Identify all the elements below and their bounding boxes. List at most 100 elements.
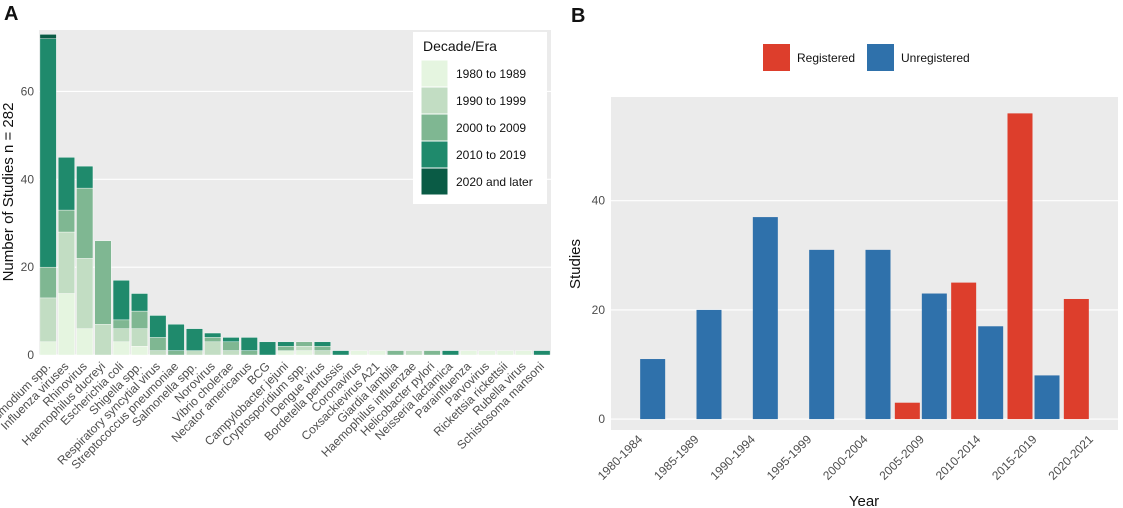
panel-a-bar-segment [423, 350, 441, 356]
panel-a-bar-segment [76, 328, 94, 356]
panel-a-bar-segment [222, 337, 240, 343]
panel-a-bar-segment [204, 337, 222, 343]
panel-a-legend-label: 2010 to 2019 [456, 148, 526, 162]
panel-a-bar-segment [533, 350, 551, 356]
panel-b-bar [921, 293, 947, 420]
panel-a-bar-segment [277, 350, 295, 356]
panel-b-bar [752, 217, 778, 420]
panel-a-bar-segment [222, 341, 240, 351]
panel-b-y-tick-label: 0 [598, 412, 605, 426]
panel-a-bar-segment [314, 341, 331, 347]
panel-a-bar-segment [387, 350, 405, 356]
panel-b-x-tick-label: 1985-1989 [651, 432, 702, 483]
panel-a-bar-segment [167, 324, 185, 351]
panel-a-bar-segment [39, 297, 57, 343]
panel-b-bar [865, 249, 891, 420]
panel-a-legend-label: 2000 to 2009 [456, 121, 526, 135]
panel-a-bar-segment [76, 258, 94, 329]
panel-a-legend-swatch [420, 140, 449, 169]
panel-a-bar-segment [515, 350, 532, 356]
panel-b-x-tick-label: 2000-2004 [820, 432, 871, 483]
panel-a-chart: 0 20 40 60 Plasmodium spp.Influenza viruses… [0, 30, 551, 472]
panel-a-bar-segment [295, 346, 313, 351]
panel-a-bar-segment [222, 350, 240, 356]
panel-a-bar-segment [405, 350, 423, 356]
panel-a-y-axis-title: Number of Studies n = 282 [0, 103, 17, 282]
panel-b-bar [1063, 298, 1089, 420]
panel-b-y-axis-title: Studies [567, 239, 584, 289]
panel-b-x-axis-title: Year [849, 493, 879, 508]
panel-a-bar-segment [350, 350, 368, 356]
panel-a-bar-segment [167, 350, 185, 356]
panel-a-bar-segment [131, 346, 148, 356]
panel-a-letter: A [4, 3, 18, 25]
panel-b-bar [1034, 375, 1060, 420]
panel-b-y-tick-label: 40 [592, 194, 606, 208]
panel-b-x-tick-label: 2020-2021 [1045, 432, 1096, 483]
panel-b-bar [978, 326, 1004, 420]
panel-b-plot-background [611, 97, 1118, 430]
panel-a-bar-segment [58, 157, 75, 211]
panel-a-legend: Decade/Era 1980 to 1989 1990 to 1999 2000 … [413, 32, 547, 204]
panel-a-x-ticks: Plasmodium spp.Influenza virusesRhinovir… [0, 359, 547, 472]
panel-b-legend-swatch [763, 44, 790, 71]
panel-a-bar-segment [149, 350, 167, 356]
panel-a-y-ticks: 0 20 40 60 [21, 84, 35, 362]
panel-b-letter: B [571, 5, 585, 27]
panel-b-x-tick-label: 1990-1994 [707, 432, 758, 483]
panel-a-bar-segment [295, 341, 313, 347]
panel-a-legend-swatch [420, 59, 449, 88]
panel-a-y-tick-label: 60 [21, 84, 35, 98]
panel-a-bar-segment [39, 266, 57, 299]
panel-b-x-tick-label: 2010-2014 [933, 432, 984, 483]
panel-a-y-tick-label: 40 [21, 172, 35, 186]
panel-a-bar-segment [277, 341, 295, 347]
panel-a-bar-segment [58, 209, 75, 233]
panel-a-bar-segment [131, 310, 148, 329]
panel-b-bar [696, 309, 722, 420]
panel-a-bar-segment [240, 350, 258, 356]
panel-b-bar [1007, 113, 1033, 420]
panel-b-legend-swatch [867, 44, 894, 71]
panel-a-bar-segment [496, 350, 514, 356]
panel-b-bar [640, 359, 666, 420]
panel-a-bar-segment [39, 34, 57, 39]
panel-a-bar-segment [112, 328, 130, 343]
panel-b-x-tick-label: 2015-2019 [989, 432, 1040, 483]
panel-a-bar-segment [131, 328, 148, 347]
panel-a-y-tick-label: 20 [21, 260, 35, 274]
panel-a-bar-segment [204, 332, 222, 338]
panel-a-legend-swatch [420, 113, 449, 142]
panel-b-legend-label: Unregistered [901, 51, 970, 65]
panel-a-bar-segment [76, 165, 94, 189]
panel-a-bar-segment [39, 341, 57, 356]
panel-a-bars [39, 34, 551, 356]
panel-b-chart: 0 20 40 1980-1984 1985-1989 1990-1994 1995-19… [567, 44, 1118, 508]
panel-a-bar-segment [149, 315, 167, 338]
panel-b-y-ticks: 0 20 40 [592, 194, 606, 426]
panel-a-bar-segment [94, 240, 112, 325]
panel-a-bar-segment [277, 346, 295, 351]
panel-a-bar-segment [112, 319, 130, 329]
panel-a-bar-segment [204, 341, 222, 356]
panel-a-bar-segment [460, 350, 478, 356]
panel-a-legend-swatch [420, 167, 449, 196]
panel-a-bar-segment [259, 341, 277, 356]
panel-b-legend: Registered Unregistered [763, 44, 970, 71]
panel-a-bar-segment [94, 324, 112, 356]
panel-a-bar-segment [76, 187, 94, 259]
panel-a-bar-segment [58, 293, 75, 356]
panel-a-legend-label: 1980 to 1989 [456, 67, 526, 81]
panel-b-bar [951, 282, 977, 420]
panel-b-x-tick-label: 1995-1999 [764, 432, 815, 483]
panel-b-bar [809, 249, 835, 420]
panel-a-bar-segment [295, 350, 313, 356]
panel-a-legend-label: 2020 and later [456, 175, 533, 189]
panel-a-bar-segment [185, 350, 203, 356]
panel-a-bar-segment [240, 337, 258, 351]
panel-b-bar [894, 402, 920, 420]
panel-a-bar-segment [368, 350, 386, 356]
panel-a-bar-segment [478, 350, 496, 356]
panel-a-legend-title: Decade/Era [423, 38, 497, 54]
panel-b-x-tick-label: 2005-2009 [876, 432, 927, 483]
